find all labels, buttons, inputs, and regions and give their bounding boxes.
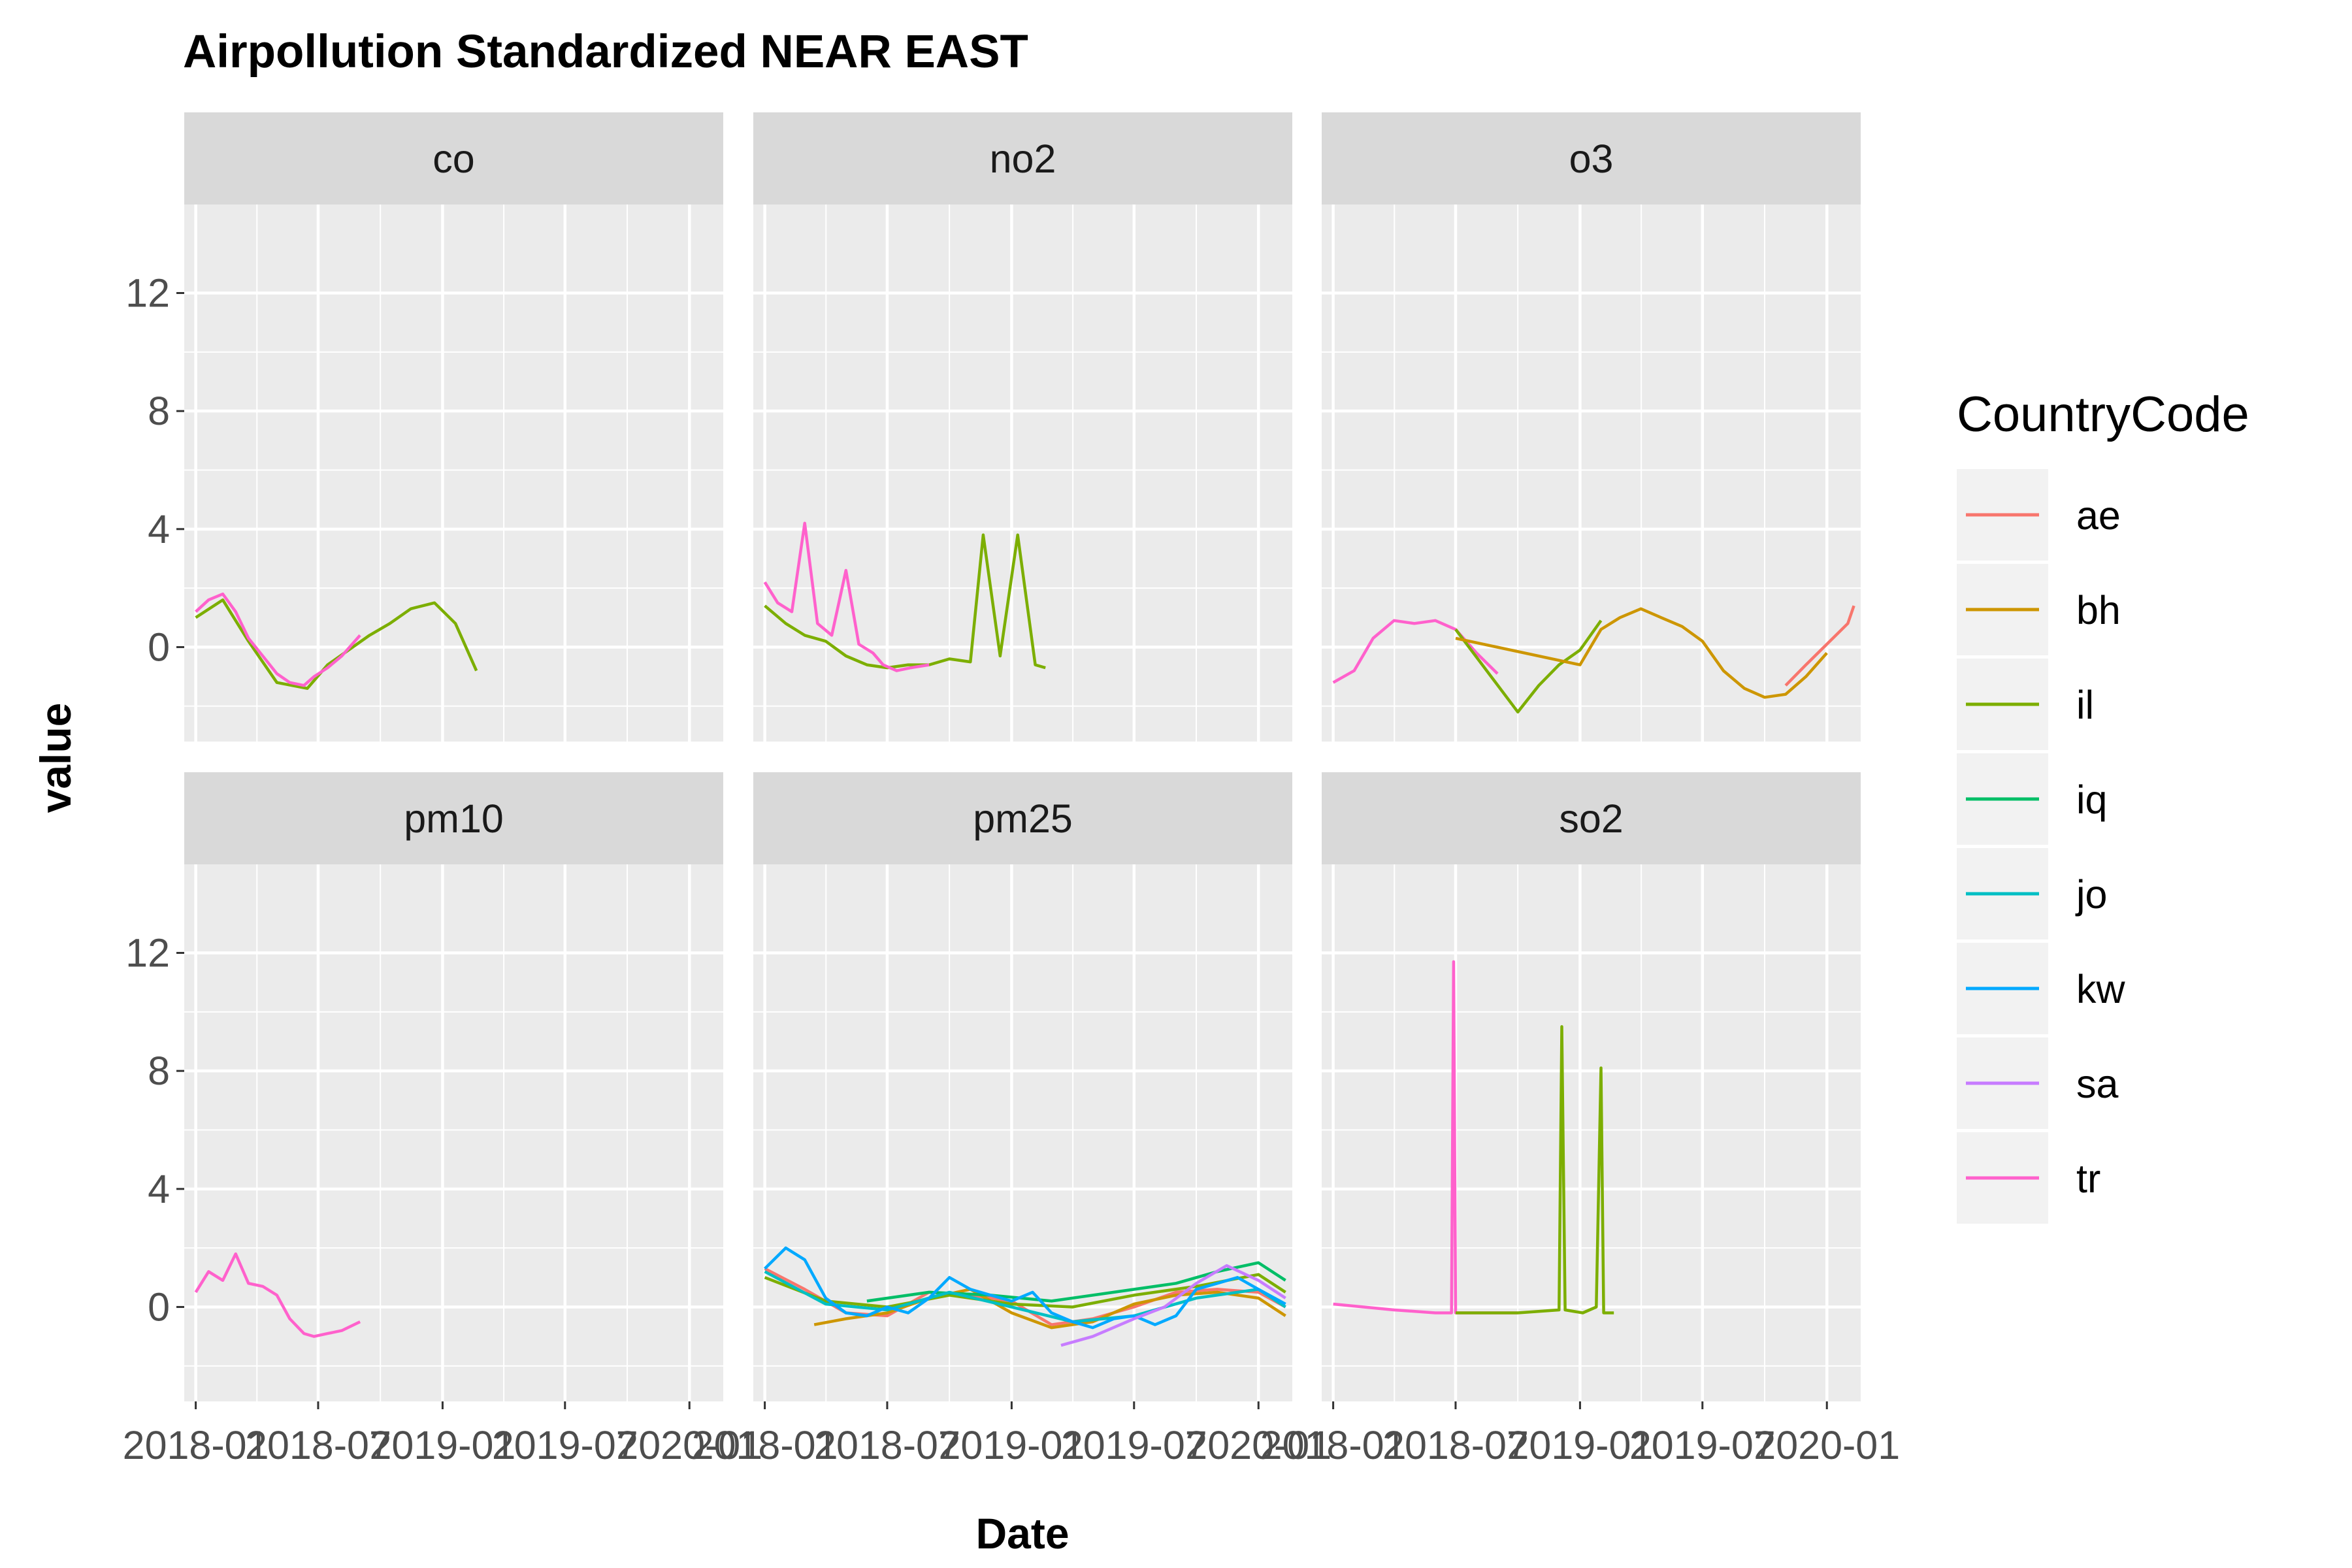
facet-panels: co no2 o3 pm10 pm25 so2 bbox=[184, 112, 1861, 1401]
x-tick-label: 2019-01 bbox=[369, 1423, 515, 1467]
x-tick-label: 2020-01 bbox=[616, 1423, 762, 1467]
y-axis-title: value bbox=[31, 703, 80, 813]
facet-strip bbox=[1322, 772, 1861, 864]
legend-label: iq bbox=[2076, 777, 2107, 822]
x-tick-label: 2020-01 bbox=[1754, 1423, 1900, 1467]
series-line-il bbox=[764, 533, 1046, 670]
series-line-tr bbox=[763, 521, 930, 672]
series-lines bbox=[195, 592, 478, 690]
series-line-tr bbox=[1332, 619, 1499, 684]
facet-co: co bbox=[184, 112, 723, 742]
y-tick-label: 8 bbox=[148, 1049, 170, 1093]
series-lines bbox=[1333, 960, 1614, 1315]
x-tick-label: 2018-07 bbox=[1382, 1423, 1529, 1467]
series-line-il bbox=[1456, 1025, 1614, 1315]
legend-label: kw bbox=[2076, 967, 2126, 1011]
x-tick-label: 2020-01 bbox=[1185, 1423, 1331, 1467]
facet-strip bbox=[184, 772, 723, 864]
series-line-jo bbox=[764, 1270, 1286, 1324]
x-tick-label: 2018-01 bbox=[1260, 1423, 1407, 1467]
panel-background bbox=[753, 204, 1292, 742]
series-lines bbox=[763, 521, 1046, 672]
series-line-bh bbox=[1455, 607, 1828, 699]
y-tick-label: 4 bbox=[148, 507, 170, 551]
series-line-ae bbox=[1784, 605, 1855, 687]
facet-strip-label: o3 bbox=[1569, 137, 1614, 181]
legend-item-iq: iq bbox=[1957, 753, 2107, 845]
facet-no2: no2 bbox=[753, 112, 1292, 742]
facet-so2: so2 bbox=[1322, 772, 1861, 1401]
legend-label: jo bbox=[2075, 872, 2107, 917]
series-line-sa bbox=[1060, 1264, 1286, 1347]
x-tick-label: 2019-07 bbox=[1629, 1423, 1776, 1467]
x-tick-label: 2018-01 bbox=[692, 1423, 838, 1467]
series-lines bbox=[764, 1246, 1286, 1347]
series-line-kw bbox=[764, 1246, 1286, 1330]
x-tick-label: 2019-01 bbox=[1507, 1423, 1653, 1467]
legend: CountryCode ae bh il iq jo kw sa tr bbox=[1957, 387, 2249, 1224]
legend-label: tr bbox=[2076, 1156, 2100, 1201]
y-tick-label: 12 bbox=[125, 270, 170, 315]
legend-title: CountryCode bbox=[1957, 387, 2249, 442]
facet-pm25: pm25 bbox=[753, 772, 1292, 1401]
x-tick-label: 2019-07 bbox=[1061, 1423, 1207, 1467]
facet-strip bbox=[184, 112, 723, 204]
x-tick-label: 2019-01 bbox=[938, 1423, 1085, 1467]
legend-item-kw: kw bbox=[1957, 943, 2126, 1034]
x-axis-title: Date bbox=[975, 1509, 1069, 1558]
legend-label: bh bbox=[2076, 588, 2121, 632]
series-line-il bbox=[1454, 619, 1603, 714]
panel-background bbox=[1322, 204, 1861, 742]
facet-strip-label: pm25 bbox=[973, 796, 1073, 841]
facet-strip bbox=[753, 112, 1292, 204]
legend-item-tr: tr bbox=[1957, 1132, 2100, 1224]
x-tick-label: 2018-01 bbox=[123, 1423, 269, 1467]
panel-background bbox=[184, 864, 723, 1401]
series-line-bh bbox=[813, 1288, 1286, 1330]
y-tick-label: 0 bbox=[148, 1284, 170, 1329]
gridlines bbox=[184, 204, 723, 742]
chart-title: Airpollution Standardized NEAR EAST bbox=[183, 26, 1028, 78]
legend-item-bh: bh bbox=[1957, 564, 2121, 655]
x-tick-label: 2019-07 bbox=[492, 1423, 638, 1467]
legend-item-jo: jo bbox=[1957, 848, 2107, 939]
legend-label: il bbox=[2076, 683, 2094, 727]
facet-o3: o3 bbox=[1322, 112, 1861, 742]
legend-item-il: il bbox=[1957, 659, 2094, 750]
x-tick-label: 2018-07 bbox=[814, 1423, 960, 1467]
series-lines bbox=[194, 1252, 361, 1338]
series-line-tr bbox=[194, 1252, 361, 1338]
series-line-tr bbox=[195, 592, 361, 687]
facet-strip bbox=[753, 772, 1292, 864]
legend-label: ae bbox=[2076, 493, 2121, 538]
y-tick-label: 8 bbox=[148, 389, 170, 433]
facet-strip-label: no2 bbox=[990, 137, 1056, 181]
facet-pm10: pm10 bbox=[184, 772, 723, 1401]
panel-background bbox=[1322, 864, 1861, 1401]
legend-item-ae: ae bbox=[1957, 469, 2121, 561]
x-axes: 2018-012018-072019-012019-072020-012018-… bbox=[123, 1401, 1900, 1467]
y-tick-label: 12 bbox=[125, 930, 170, 975]
y-tick-label: 0 bbox=[148, 625, 170, 669]
series-lines bbox=[1332, 605, 1855, 714]
legend-label: sa bbox=[2076, 1062, 2119, 1106]
facet-strip-label: co bbox=[433, 137, 474, 181]
y-tick-label: 4 bbox=[148, 1167, 170, 1211]
facet-strip bbox=[1322, 112, 1861, 204]
facet-strip-label: pm10 bbox=[404, 796, 504, 841]
gridlines bbox=[184, 864, 723, 1401]
x-tick-label: 2018-07 bbox=[245, 1423, 391, 1467]
gridlines bbox=[753, 204, 1292, 742]
legend-item-sa: sa bbox=[1957, 1037, 2119, 1129]
facet-strip-label: so2 bbox=[1559, 796, 1623, 841]
gridlines bbox=[1322, 204, 1861, 742]
y-axes: 0 4 8 12 0 4 8 12 bbox=[125, 270, 184, 1329]
